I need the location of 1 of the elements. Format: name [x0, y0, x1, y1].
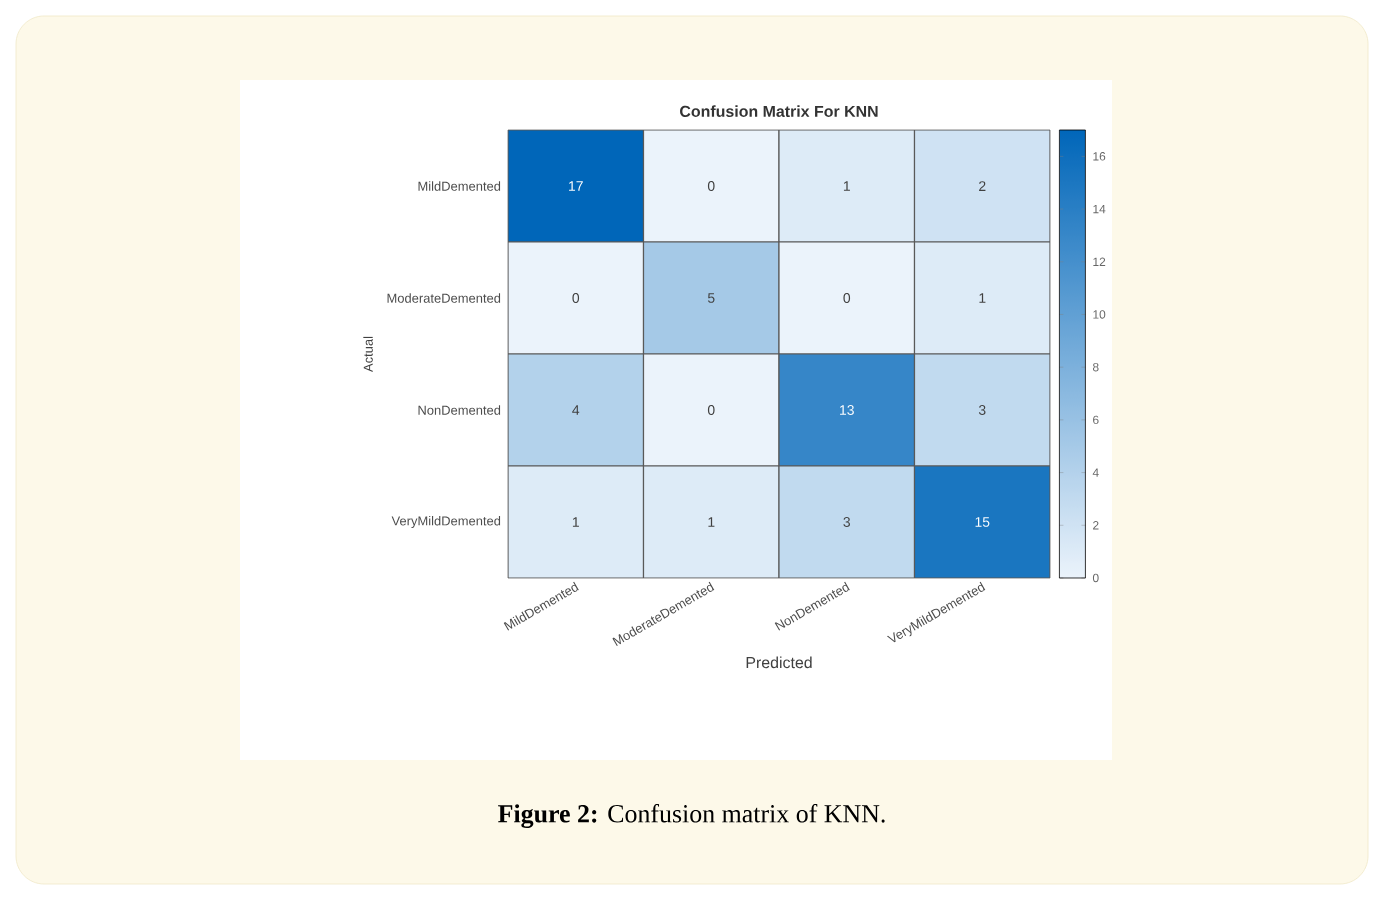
text: Figure 2: Confusion matrix of KNN.	[498, 804, 885, 828]
